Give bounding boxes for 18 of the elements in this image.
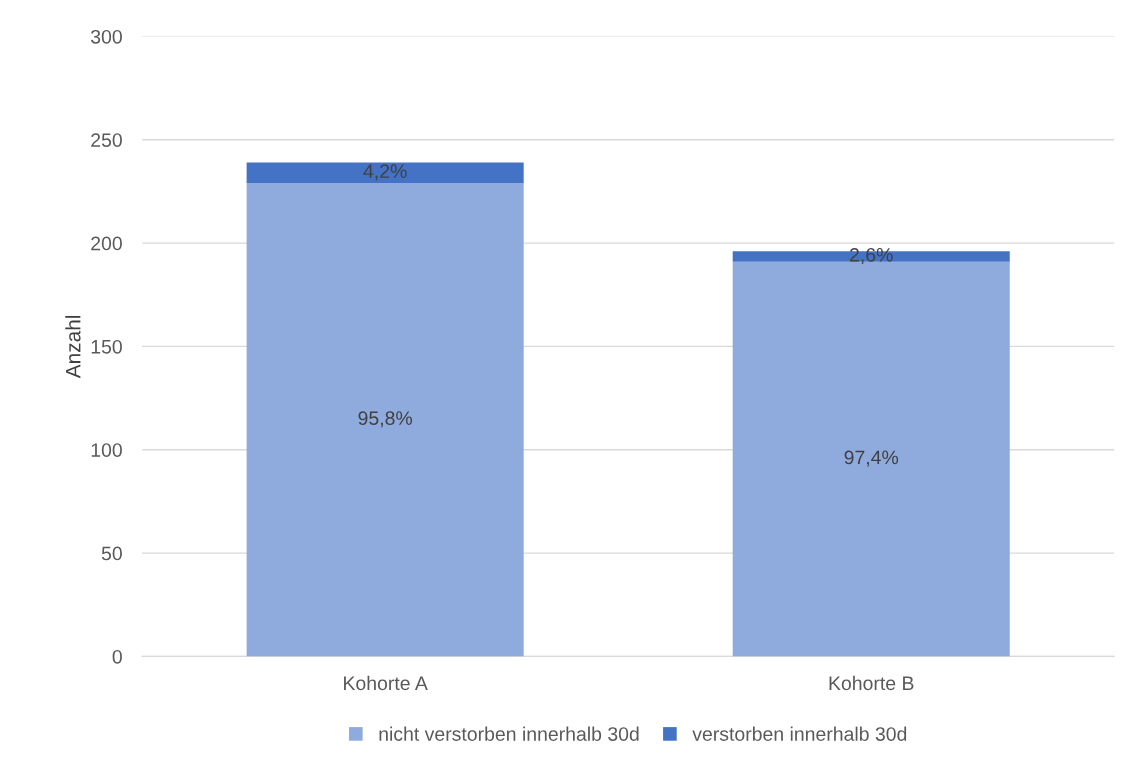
y-tick-label: 250 — [91, 133, 122, 147]
bar — [246, 162, 524, 184]
y-tick-label: 150 — [91, 339, 122, 354]
bar — [246, 183, 524, 657]
legend-label: verstorben innerhalb 30d — [692, 726, 907, 741]
annotation: 2,6% — [850, 247, 893, 265]
annotation: 95,8% — [358, 411, 413, 428]
legend-label: nicht verstorben innerhalb 30d — [379, 726, 639, 741]
y-axis-title: Anzahl — [65, 315, 81, 379]
annotation: 97,4% — [844, 450, 899, 467]
y-tick-label: 300 — [90, 29, 122, 44]
x-tick-label: Kohorte B — [829, 675, 914, 691]
annotation: 4,2% — [363, 164, 407, 181]
x-tick-label: Kohorte A — [344, 675, 428, 691]
y-tick-label: 200 — [91, 236, 122, 251]
y-tick-label: 50 — [101, 546, 122, 561]
y-tick-label: 0 — [112, 649, 122, 664]
y-tick-label: 100 — [91, 443, 122, 457]
